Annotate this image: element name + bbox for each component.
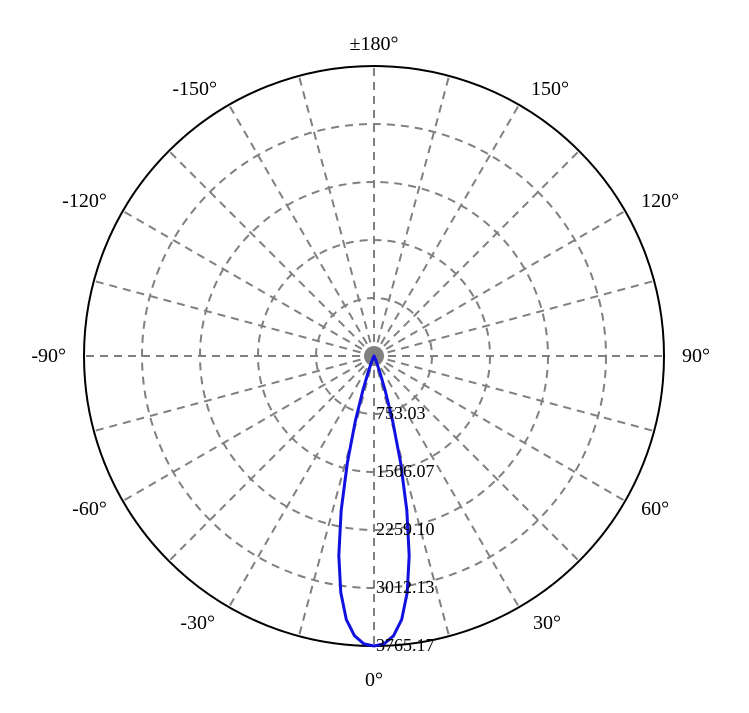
angle-label: -30° — [180, 612, 215, 634]
angle-label: 90° — [682, 345, 710, 367]
grid-radial — [94, 356, 374, 431]
radial-tick-label: 753.03 — [376, 403, 426, 423]
grid-radial — [169, 356, 374, 561]
grid-radial — [94, 281, 374, 356]
grid-radial — [299, 76, 374, 356]
angle-label: 60° — [641, 498, 669, 520]
grid-radial — [229, 105, 374, 356]
grid-radial — [123, 356, 374, 501]
grid-radial — [229, 356, 374, 607]
angle-label: -120° — [62, 190, 107, 212]
grid-radial — [299, 356, 374, 636]
grid-radial — [374, 76, 449, 356]
grid-radial — [374, 151, 579, 356]
radial-tick-label: 1506.07 — [376, 461, 435, 481]
grid-radial — [374, 105, 519, 356]
grid-radial — [374, 281, 654, 356]
radial-tick-label: 3765.17 — [376, 635, 435, 655]
polar-chart: 753.03 1506.07 2259.10 3012.13 3765.17 0° 30° 6… — [0, 0, 749, 713]
radial-tick-label: 3012.13 — [376, 577, 435, 597]
radial-tick-label: 2259.10 — [376, 519, 435, 539]
grid-radial — [123, 211, 374, 356]
angle-label: 150° — [531, 78, 569, 100]
grid-radial — [374, 356, 519, 607]
grid-radial — [374, 211, 625, 356]
angle-label: -90° — [31, 345, 66, 367]
angle-label: -60° — [72, 498, 107, 520]
angle-label: ±180° — [350, 33, 399, 55]
angle-label: 0° — [365, 669, 383, 691]
angle-label: 30° — [533, 612, 561, 634]
grid-radial — [169, 151, 374, 356]
angle-label: 120° — [641, 190, 679, 212]
angle-label: -150° — [172, 78, 217, 100]
